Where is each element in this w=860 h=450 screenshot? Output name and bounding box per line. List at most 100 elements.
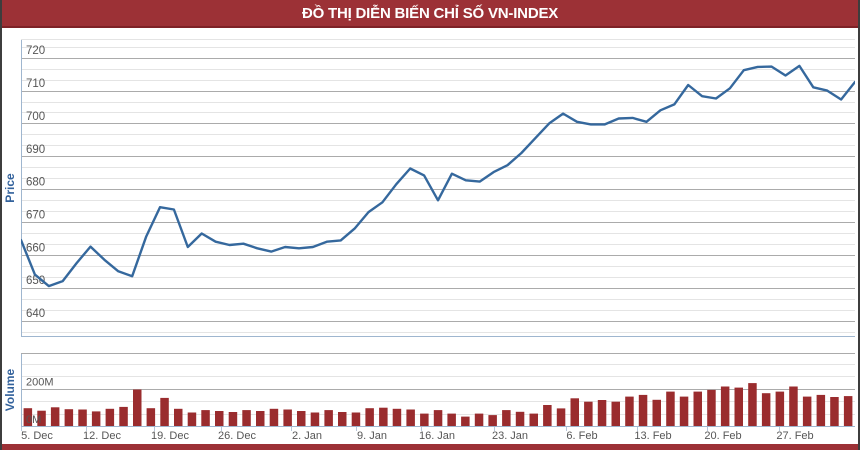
volume-bar (570, 398, 579, 426)
volume-bar (119, 406, 128, 426)
page-border-left (0, 0, 2, 450)
volume-bar (215, 411, 224, 426)
volume-bar (324, 410, 333, 426)
chart-title-bar: ĐỒ THỊ DIỄN BIẾN CHỈ SỐ VN-INDEX (2, 0, 858, 28)
volume-bar (584, 401, 593, 426)
volume-bar (23, 408, 33, 426)
volume-bar (543, 405, 552, 426)
x-axis-label: 19. Dec (151, 430, 189, 442)
x-axis-label: 20. Feb (704, 430, 742, 442)
volume-y-tick-label: 200M (26, 377, 54, 389)
price-y-tick-label: 680 (26, 177, 45, 189)
price-y-tick-label: 690 (26, 144, 45, 156)
volume-bar (611, 401, 620, 426)
volume-bar (50, 407, 60, 426)
volume-bar (720, 386, 730, 426)
volume-bar (433, 410, 443, 426)
price-y-tick-label: 700 (26, 111, 45, 123)
volume-bar (679, 396, 689, 426)
volume-bar (638, 394, 648, 426)
x-axis-tick (494, 427, 495, 431)
volume-y-tick-label: 0M (26, 414, 41, 426)
volume-bar (843, 396, 853, 426)
volume-bar (269, 408, 279, 426)
volume-axis-label: Volume (3, 368, 17, 412)
volume-bar (556, 408, 566, 426)
price-y-tick-label: 710 (26, 78, 45, 90)
x-axis-tick (779, 427, 780, 431)
volume-bar (365, 408, 374, 426)
price-y-tick-label: 660 (26, 242, 45, 254)
volume-bar (474, 413, 484, 426)
volume-bar (133, 389, 142, 426)
volume-bar (406, 409, 415, 426)
volume-bar (160, 397, 169, 426)
volume-bar (802, 396, 812, 426)
x-axis-label: 12. Dec (83, 430, 121, 442)
volume-bar (105, 408, 115, 426)
volume-bar (625, 396, 634, 426)
volume-bar (242, 410, 251, 426)
price-axis-label: Price (3, 173, 17, 203)
volume-bar (37, 410, 46, 426)
volume-bar (310, 412, 320, 426)
volume-bar (775, 391, 785, 426)
volume-bars: 200M 0M (21, 353, 855, 427)
x-axis-tick (291, 427, 292, 431)
volume-bar-group (23, 383, 853, 426)
volume-bar (379, 407, 388, 426)
price-y-tick-label: 720 (26, 45, 45, 57)
x-axis-label: 13. Feb (634, 430, 672, 442)
x-axis-label: 26. Dec (218, 430, 256, 442)
volume-bar (515, 411, 525, 426)
volume-bar (228, 412, 238, 426)
volume-bar (283, 409, 292, 426)
x-axis-label: 2. Jan (292, 430, 322, 442)
chart-title: ĐỒ THỊ DIỄN BIẾN CHỈ SỐ VN-INDEX (301, 4, 559, 22)
volume-bar (748, 383, 757, 426)
volume-bar (488, 415, 497, 426)
x-axis-label: 27. Feb (776, 430, 814, 442)
volume-bar (392, 408, 402, 426)
price-y-tick-label: 670 (26, 210, 45, 222)
volume-bar (461, 416, 470, 426)
volume-bar (201, 410, 210, 426)
volume-bar (187, 412, 197, 426)
volume-bar (529, 413, 538, 426)
x-axis-tick (86, 427, 87, 431)
x-axis-tick (707, 427, 708, 431)
x-axis-tick (566, 427, 567, 431)
volume-bar (64, 409, 74, 426)
volume-bar (256, 411, 265, 426)
x-axis-tick (154, 427, 155, 431)
volume-bar (146, 408, 156, 426)
volume-bar (297, 411, 306, 426)
volume-bar (78, 409, 87, 426)
volume-bar (338, 412, 347, 426)
volume-gridlines (21, 364, 855, 415)
footer-bar (2, 444, 858, 450)
x-axis-label: 5. Dec (21, 430, 53, 442)
volume-bar (734, 387, 743, 426)
x-axis-tick (356, 427, 357, 431)
price-line (21, 64, 855, 288)
x-axis-tick (637, 427, 638, 431)
volume-bar (420, 413, 429, 426)
volume-bar (351, 412, 361, 426)
x-axis: 5. Dec 12. Dec 19. Dec 26. Dec 2. Jan 9. Jan 1… (21, 427, 855, 443)
price-y-tick-label: 640 (26, 308, 45, 320)
x-axis-tick (421, 427, 422, 431)
x-axis-label: 16. Jan (418, 430, 456, 442)
volume-bar (597, 400, 607, 426)
x-axis-label: 6. Feb (566, 430, 598, 442)
page-border-right (858, 0, 860, 450)
volume-bar (91, 411, 101, 426)
volume-bar (447, 413, 456, 426)
price-gridlines (21, 47, 855, 333)
volume-bar (707, 389, 716, 426)
volume-bar (761, 393, 771, 426)
volume-bar (502, 410, 511, 426)
volume-bar (816, 394, 826, 426)
